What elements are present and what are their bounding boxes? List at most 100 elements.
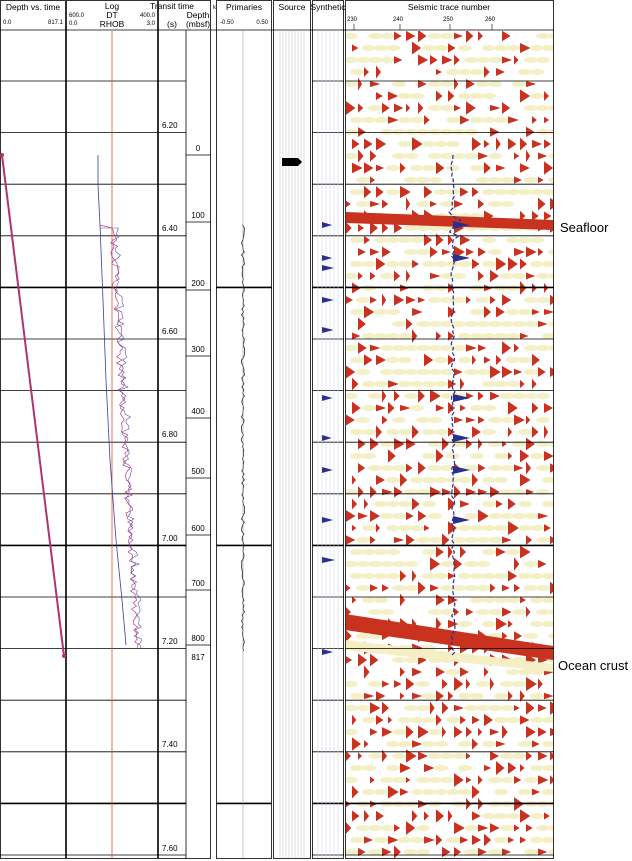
- seafloor-band: [346, 212, 553, 230]
- peak: [550, 463, 553, 473]
- peak: [544, 692, 553, 700]
- peak: [358, 512, 369, 520]
- trough: [434, 765, 448, 771]
- peak: [400, 667, 405, 677]
- trough: [422, 477, 436, 483]
- peak: [412, 692, 423, 700]
- trough: [410, 837, 424, 843]
- peak: [406, 295, 416, 305]
- trough: [362, 381, 376, 387]
- peak: [544, 116, 550, 124]
- trough: [422, 501, 436, 507]
- peak: [490, 677, 495, 691]
- y-tick-label: 6.40: [162, 224, 178, 233]
- peak: [550, 294, 553, 306]
- trough: [488, 705, 502, 711]
- peak: [430, 246, 438, 258]
- trough: [416, 369, 430, 375]
- synthetic-peak: [322, 265, 334, 271]
- peak: [526, 437, 535, 451]
- trough: [518, 741, 532, 747]
- peak: [472, 785, 480, 799]
- trough: [410, 381, 424, 387]
- trough: [518, 309, 532, 315]
- trough: [458, 357, 472, 363]
- peak: [430, 701, 435, 715]
- peak: [508, 620, 513, 628]
- trough: [440, 33, 454, 39]
- axis-label: -0.50: [220, 20, 234, 26]
- crust-band-2: [346, 640, 553, 672]
- peak: [352, 596, 357, 604]
- trough: [422, 165, 436, 171]
- peak: [502, 725, 508, 739]
- trough: [476, 57, 490, 63]
- trough: [368, 825, 382, 831]
- trough: [416, 177, 430, 183]
- peak: [532, 353, 540, 367]
- trough: [404, 369, 418, 375]
- trough: [428, 417, 442, 423]
- peak: [346, 822, 352, 834]
- trough: [464, 825, 478, 831]
- peak: [406, 677, 415, 691]
- trough: [482, 477, 496, 483]
- trough: [488, 177, 502, 183]
- trough: [440, 585, 454, 591]
- trough: [398, 525, 412, 531]
- trough: [392, 321, 406, 327]
- peak: [478, 416, 485, 424]
- peak: [538, 751, 548, 761]
- trough: [346, 393, 358, 399]
- trough: [440, 105, 454, 111]
- peak: [442, 55, 453, 65]
- panel-title: Depth vs. time: [6, 2, 61, 12]
- trough: [356, 297, 370, 303]
- trough: [404, 561, 418, 567]
- peak: [532, 308, 540, 316]
- trace-peak: [453, 466, 470, 474]
- peak: [508, 521, 519, 535]
- trough: [380, 273, 394, 279]
- peak: [412, 259, 419, 269]
- peak: [472, 258, 480, 270]
- peak: [370, 485, 377, 499]
- peak: [454, 485, 461, 499]
- trough: [416, 705, 430, 711]
- peak: [454, 704, 464, 712]
- trough: [536, 105, 550, 111]
- trough: [356, 561, 370, 567]
- trough: [548, 849, 553, 855]
- x-tick-label: 250: [443, 17, 454, 23]
- trough: [506, 381, 520, 387]
- peak: [544, 308, 553, 316]
- peak: [370, 248, 380, 256]
- trough: [380, 129, 394, 135]
- trough: [350, 237, 364, 243]
- trough: [350, 261, 364, 267]
- trough: [362, 405, 376, 411]
- peak: [364, 235, 370, 245]
- trough: [536, 33, 550, 39]
- trough: [494, 477, 508, 483]
- trough: [494, 573, 508, 579]
- trough: [434, 573, 448, 579]
- peak: [424, 353, 434, 367]
- peak: [382, 415, 388, 425]
- trough: [356, 417, 370, 423]
- trough: [500, 393, 514, 399]
- peak: [442, 726, 447, 738]
- trough: [440, 81, 454, 87]
- trough: [488, 249, 502, 255]
- trough: [482, 45, 496, 51]
- y-tick-label: 6.20: [162, 121, 178, 130]
- peak: [382, 102, 390, 114]
- peak: [376, 691, 386, 701]
- peak: [430, 389, 441, 403]
- peak: [448, 545, 453, 559]
- trough: [374, 597, 388, 603]
- trough: [488, 417, 502, 423]
- peak: [550, 775, 553, 785]
- peak: [490, 365, 501, 379]
- peak: [526, 415, 531, 425]
